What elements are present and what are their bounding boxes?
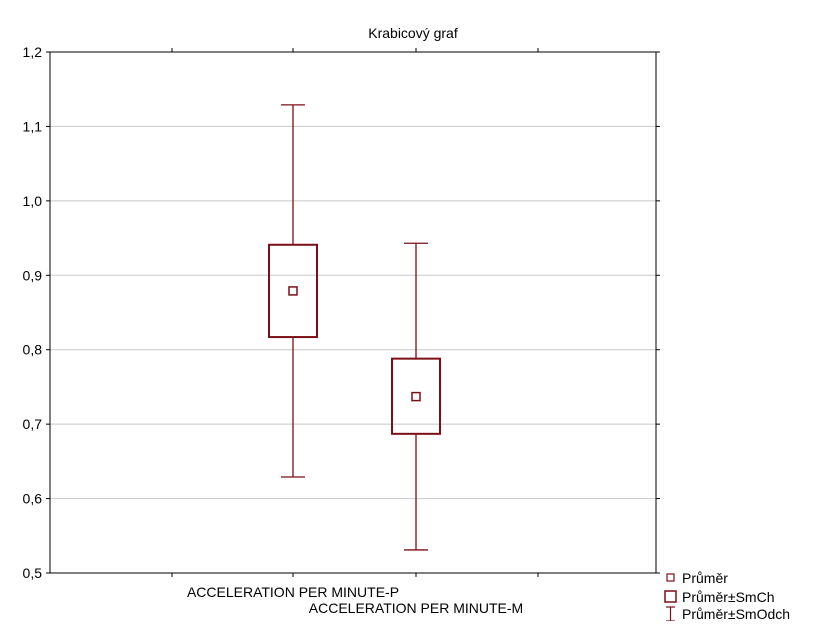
x-category-label: ACCELERATION PER MINUTE-P — [187, 584, 399, 600]
y-tick-label: 1,2 — [23, 44, 43, 60]
legend-label: Průměr — [682, 570, 728, 586]
axis-layer: 0,5 0,6 0,7 0,8 0,9 1,0 1,1 1,2 ACCELERATION PER… — [23, 44, 660, 616]
legend-label: Průměr±SmOdch — [682, 606, 790, 621]
x-category-label: ACCELERATION PER MINUTE-M — [309, 600, 523, 616]
y-tick-label: 0,9 — [23, 267, 43, 283]
plot-frame — [49, 51, 657, 574]
legend-item: Průměr — [666, 570, 728, 586]
legend-label: Průměr±SmCh — [682, 589, 774, 605]
y-tick-label: 1,1 — [23, 118, 43, 134]
y-tick-label: 0,8 — [23, 342, 43, 358]
grid-layer — [50, 125, 656, 500]
y-tick-label: 1,0 — [23, 193, 43, 209]
se-box — [268, 243, 318, 339]
chart-title: Krabicový graf — [368, 25, 458, 41]
mean-marker — [411, 391, 421, 402]
se-box — [391, 357, 441, 435]
y-tick-label: 0,6 — [23, 491, 43, 507]
legend-item: Průměr±SmOdch — [666, 606, 790, 622]
series-layer — [268, 104, 441, 551]
y-tick-label: 0,7 — [23, 416, 43, 432]
legend-mean-symbol — [666, 573, 675, 582]
mean-marker — [288, 286, 298, 296]
legend-box-symbol — [664, 590, 677, 603]
box-series — [391, 242, 441, 551]
box-series — [268, 104, 318, 478]
y-tick-label: 0,5 — [23, 565, 43, 581]
legend-item: Průměr±SmCh — [664, 589, 774, 605]
